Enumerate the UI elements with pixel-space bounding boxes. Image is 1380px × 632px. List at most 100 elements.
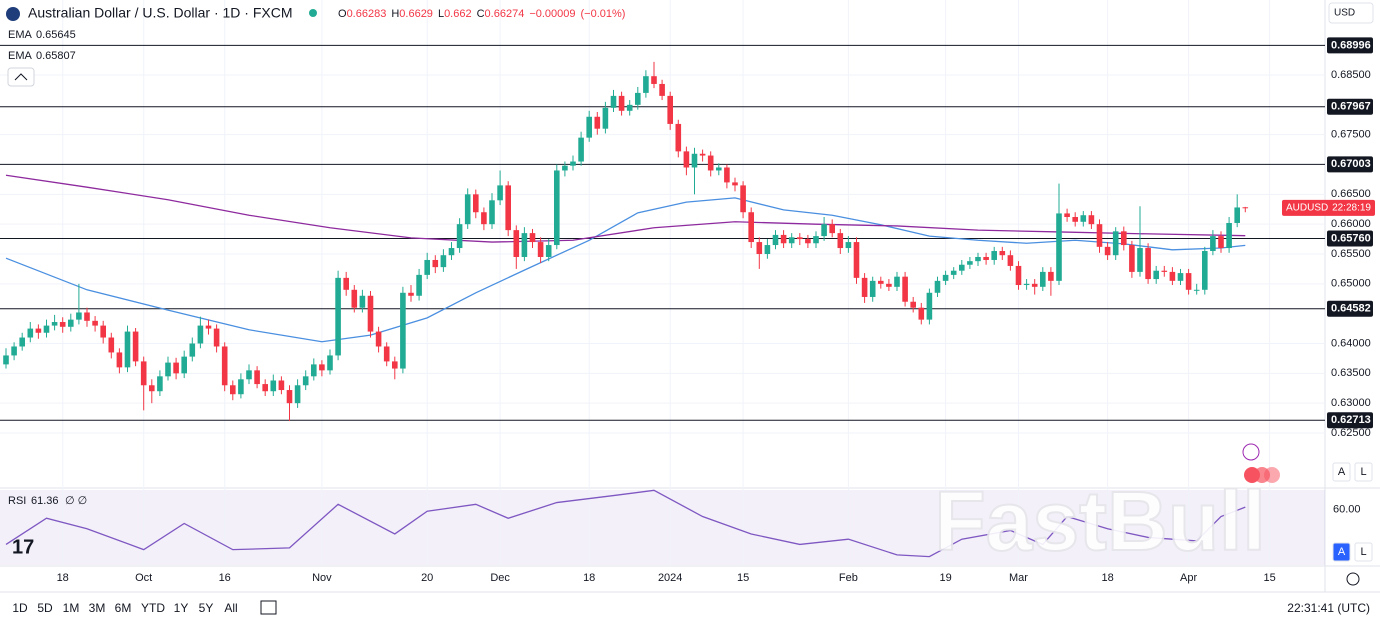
- candle-body: [894, 276, 900, 287]
- candle-body: [958, 264, 965, 271]
- candle-body: [594, 116, 601, 129]
- candle-body: [837, 233, 844, 249]
- ohlc-part: (−0.01%): [581, 8, 626, 20]
- range-button[interactable]: 5Y: [199, 601, 214, 615]
- candle-body: [724, 167, 730, 183]
- ohlc-part: 0.66274: [485, 8, 525, 20]
- candle-body: [343, 277, 349, 290]
- candle-body: [310, 364, 317, 377]
- indicator-value: 0.65807: [36, 50, 76, 62]
- candle-body: [1153, 270, 1159, 280]
- range-button[interactable]: 1D: [12, 601, 28, 615]
- candle-body: [76, 312, 82, 320]
- chart-title: Australian Dollar / U.S. Dollar · 1D · F…: [28, 5, 293, 21]
- price-tag: [1282, 199, 1375, 216]
- candle-body: [294, 385, 301, 404]
- x-tick-label: Nov: [312, 572, 332, 584]
- range-button[interactable]: 1Y: [174, 601, 189, 615]
- level-tag: [1327, 230, 1373, 247]
- candle-body: [448, 248, 455, 256]
- candle-body: [788, 237, 795, 244]
- range-button[interactable]: 5D: [37, 601, 53, 615]
- candle-body: [132, 331, 139, 362]
- level-tag: [1327, 98, 1373, 115]
- candle-body: [1007, 255, 1014, 266]
- candle-body: [618, 95, 625, 111]
- scale-button-label: L: [1360, 466, 1366, 478]
- candle-body: [116, 352, 123, 368]
- candle-body: [1080, 215, 1087, 222]
- candle-body: [391, 361, 398, 369]
- candle-body: [1201, 251, 1208, 290]
- candle-body: [1169, 271, 1176, 281]
- candle-body: [529, 233, 536, 243]
- candle-body: [691, 153, 698, 168]
- candle-body: [505, 185, 511, 231]
- y-tick-label: 0.68500: [1331, 69, 1371, 81]
- candle-body: [651, 76, 657, 84]
- ohlc-part: C: [477, 8, 485, 20]
- x-tick-label: 19: [939, 572, 951, 584]
- candle-body: [221, 346, 228, 386]
- candle-body: [181, 356, 187, 374]
- range-button[interactable]: YTD: [141, 601, 165, 615]
- line-series: [5, 174, 1246, 243]
- indicator-name: EMA: [8, 29, 33, 41]
- candle-body: [84, 312, 90, 321]
- indicator-name: EMA: [8, 50, 33, 62]
- scale-button[interactable]: [1354, 542, 1373, 562]
- settings-icon[interactable]: [1346, 572, 1360, 586]
- collapse-button[interactable]: [7, 67, 35, 87]
- x-tick-label: Dec: [490, 572, 510, 584]
- range-button[interactable]: 6M: [115, 601, 132, 615]
- watermark: FastBull: [934, 474, 1265, 568]
- candle-body: [278, 380, 285, 391]
- y-tick-label: 0.63500: [1331, 367, 1371, 379]
- candle-body: [213, 328, 220, 347]
- calendar-icon[interactable]: [260, 600, 277, 615]
- candle-body: [1064, 213, 1070, 218]
- candle-body: [1210, 236, 1216, 252]
- scale-button[interactable]: [1354, 462, 1373, 482]
- candle-body: [1234, 207, 1240, 223]
- candle-body: [578, 137, 584, 162]
- y-tick-label: 0.67500: [1331, 129, 1371, 141]
- candle-body: [659, 83, 665, 96]
- candle-body: [11, 346, 17, 356]
- candle-body: [19, 337, 25, 347]
- range-button[interactable]: 1M: [63, 601, 80, 615]
- scale-button[interactable]: [1332, 542, 1351, 562]
- x-tick-label: Oct: [135, 572, 152, 584]
- candle-body: [975, 256, 981, 262]
- candle-body: [157, 376, 163, 392]
- candle-body: [537, 242, 544, 257]
- candle-body: [1161, 270, 1168, 272]
- candle-body: [359, 295, 366, 308]
- x-tick-label: 15: [1263, 572, 1275, 584]
- range-button[interactable]: All: [224, 601, 237, 615]
- currency-box[interactable]: [1328, 2, 1374, 24]
- candle-body: [1129, 245, 1135, 272]
- candle-body: [416, 274, 422, 296]
- candle-body: [148, 385, 155, 392]
- candle-body: [683, 151, 690, 168]
- candle-body: [1137, 248, 1143, 272]
- candle-body: [821, 224, 827, 237]
- candle-body: [229, 385, 236, 395]
- candle-body: [246, 370, 252, 380]
- candle-body: [100, 325, 106, 338]
- candle-body: [108, 337, 115, 353]
- candle-body: [918, 307, 925, 320]
- candle-body: [1104, 246, 1111, 256]
- x-tick-label: Mar: [1009, 572, 1028, 584]
- candle-body: [1056, 213, 1062, 281]
- scale-button[interactable]: [1332, 462, 1351, 482]
- candle-body: [853, 242, 860, 278]
- x-tick-label: 20: [421, 572, 433, 584]
- candle-body: [934, 280, 941, 293]
- candle-body: [877, 280, 884, 284]
- level-label: 0.67003: [1331, 158, 1371, 170]
- range-button[interactable]: 3M: [89, 601, 106, 615]
- y-tick-label: 0.62500: [1331, 427, 1371, 439]
